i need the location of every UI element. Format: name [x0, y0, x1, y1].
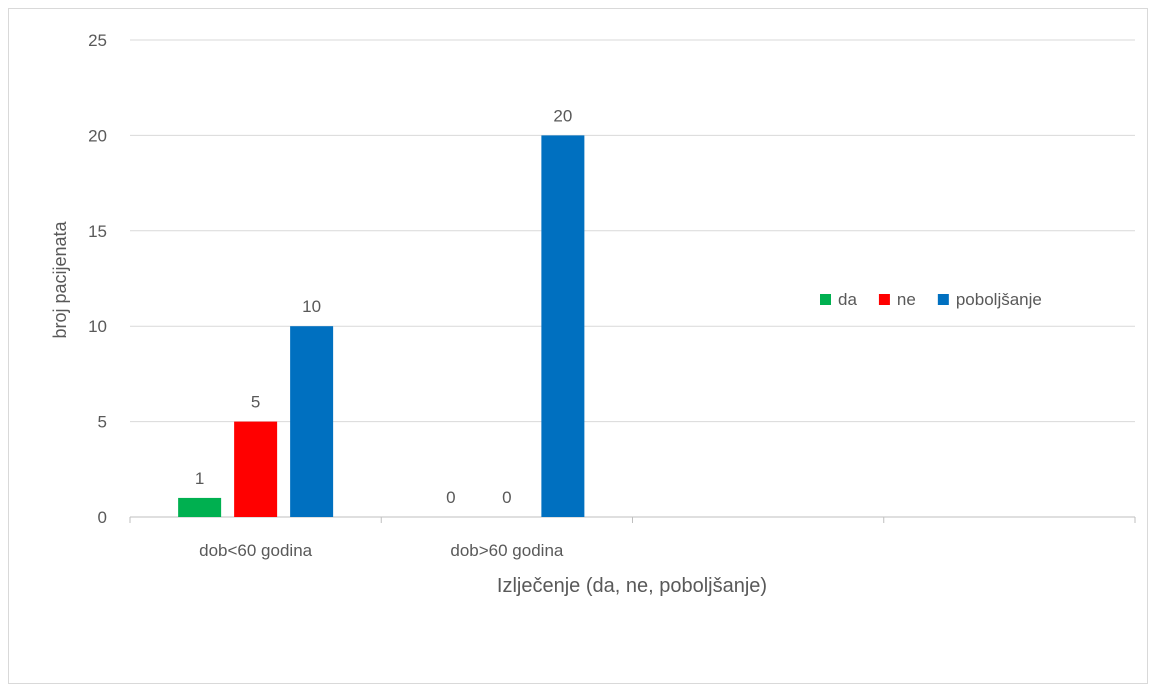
bar	[178, 497, 222, 517]
category-label: dob<60 godina	[199, 541, 313, 560]
data-label: 5	[251, 393, 260, 412]
legend-label: ne	[897, 290, 916, 309]
legend-swatch	[820, 294, 831, 305]
x-axis-title: Izlječenje (da, ne, poboljšanje)	[497, 575, 767, 597]
legend-swatch	[937, 294, 949, 305]
legend: da ne poboljšanje	[820, 290, 1042, 309]
data-label: 0	[446, 488, 455, 507]
category-label: dob>60 godina	[450, 541, 564, 560]
data-label: 0	[502, 488, 511, 507]
y-tick-label: 25	[88, 31, 107, 50]
x-axis	[129, 516, 1136, 523]
bar	[234, 421, 278, 517]
data-label: 20	[553, 106, 572, 125]
y-axis-title: broj pacijenata	[50, 220, 70, 338]
data-label: 1	[195, 469, 204, 488]
y-tick-labels: 0 5 10 15 20 25	[88, 31, 107, 527]
y-tick-label: 5	[98, 413, 107, 432]
y-tick-label: 0	[98, 508, 107, 527]
legend-label: da	[838, 290, 857, 309]
gridlines	[130, 39, 1135, 423]
data-label: 10	[302, 297, 321, 316]
bars	[178, 135, 585, 517]
bar	[290, 326, 334, 517]
y-tick-label: 10	[88, 317, 107, 336]
bar	[541, 135, 585, 517]
legend-label: poboljšanje	[956, 290, 1042, 309]
category-labels: dob<60 godina dob>60 godina	[199, 541, 564, 560]
data-labels: 1 5 10 0 0 20	[195, 106, 572, 507]
y-tick-label: 20	[88, 126, 107, 145]
legend-swatch	[878, 294, 890, 305]
y-tick-label: 15	[88, 222, 107, 241]
